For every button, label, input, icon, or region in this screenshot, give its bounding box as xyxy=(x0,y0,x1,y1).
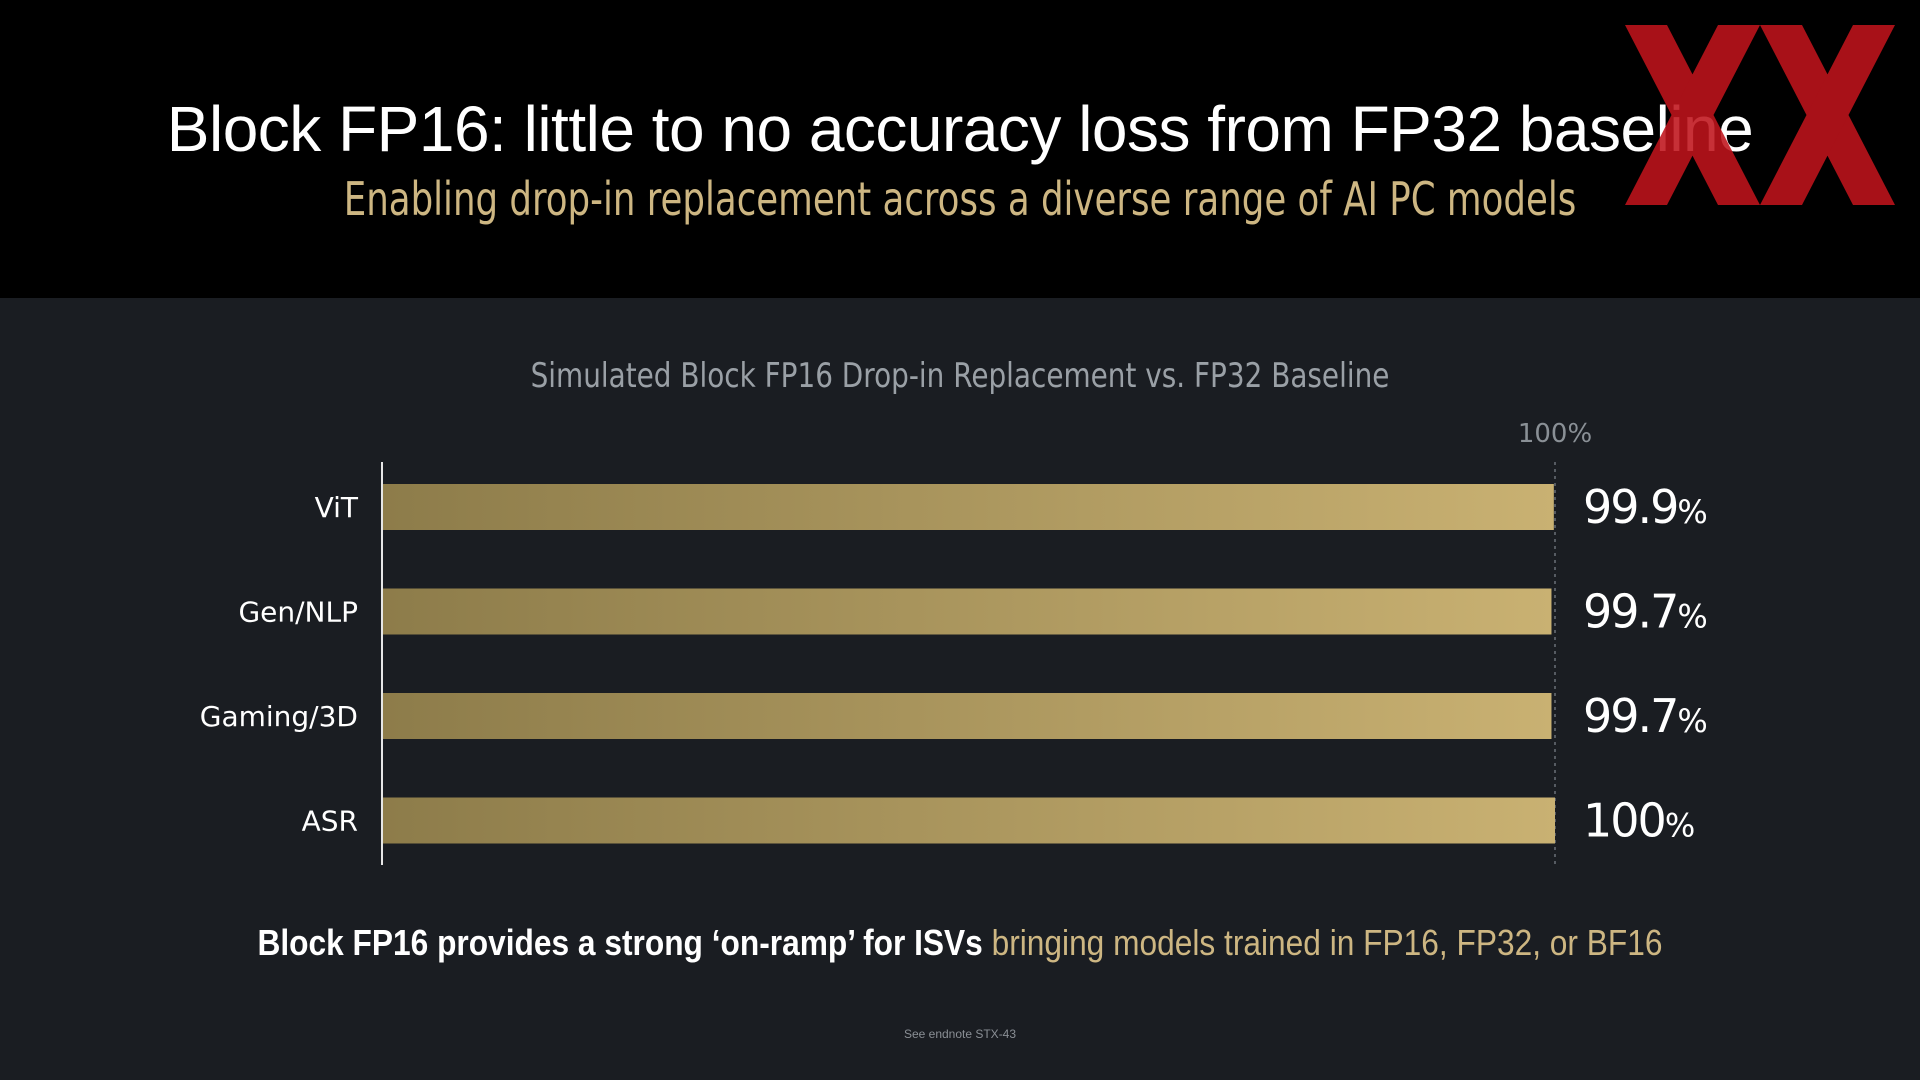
footer-strong-text: Block FP16 provides a strong ‘on-ramp’ f… xyxy=(257,922,983,963)
slide-title: Block FP16: little to no accuracy loss f… xyxy=(166,93,1754,165)
value-label: 100% xyxy=(1583,794,1694,848)
reference-line-label: 100% xyxy=(1518,419,1592,449)
category-label: Gaming/3D xyxy=(200,700,358,733)
bar xyxy=(382,588,1552,635)
value-label-suffix: % xyxy=(1677,702,1706,740)
bar xyxy=(382,693,1552,739)
value-label: 99.7% xyxy=(1583,585,1706,639)
value-label: 99.9% xyxy=(1583,480,1706,534)
category-label: Gen/NLP xyxy=(238,596,358,629)
bar xyxy=(382,797,1555,844)
xx-logo-icon xyxy=(1625,25,1895,205)
footer-statement: Block FP16 provides a strong ‘on-ramp’ f… xyxy=(115,922,1805,964)
value-label: 99.7% xyxy=(1583,689,1706,743)
footer-accent-text: bringing models trained in FP16, FP32, o… xyxy=(982,922,1663,963)
value-label-suffix: % xyxy=(1665,807,1694,845)
bar xyxy=(382,484,1554,530)
category-label: ASR xyxy=(302,805,358,838)
bar-chart: 100% ViT 99.9% Gen/NLP 99.7% Gaming/3D 99.7% AS… xyxy=(200,419,1708,865)
endnote: See endnote STX-43 xyxy=(903,1027,1017,1041)
category-label: ViT xyxy=(315,491,359,524)
value-label-suffix: % xyxy=(1677,493,1706,531)
value-label-suffix: % xyxy=(1677,598,1706,636)
title-band xyxy=(0,0,1920,298)
slide-subtitle: Enabling drop-in replacement across a di… xyxy=(343,172,1577,226)
chart-title: Simulated Block FP16 Drop-in Replacement… xyxy=(530,356,1390,396)
